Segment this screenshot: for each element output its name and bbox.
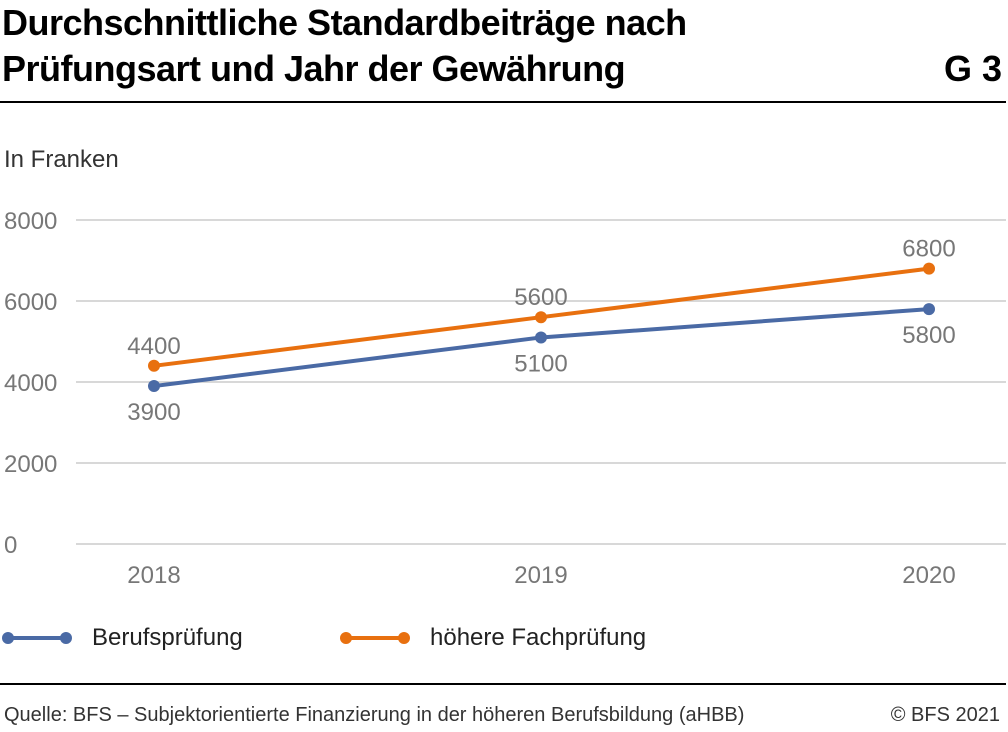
x-tick-label-2018: 2018	[127, 562, 180, 589]
series-1-point-2019	[535, 311, 547, 324]
series-0-data-label-2018: 3900	[127, 399, 180, 426]
grid-lines	[76, 219, 1006, 545]
y-axis-ticks: 0 2000 4000 6000 8000	[4, 208, 57, 559]
legend: Berufsprüfung höhere Fachprüfung	[0, 618, 1006, 658]
y-tick-label-0: 0	[4, 532, 17, 559]
footer: Quelle: BFS – Subjektorientierte Finanzi…	[4, 704, 1004, 727]
series-lines	[148, 262, 935, 393]
legend-item-berufspruefung: Berufsprüfung	[0, 618, 243, 658]
data-labels: 3900 5100 5800 4400 5600 6800	[127, 236, 955, 426]
copyright-note: © BFS 2021	[890, 704, 1000, 726]
y-tick-label-2000: 2000	[4, 451, 57, 478]
legend-label-hoehere-fachpruefung: höhere Fachprüfung	[430, 624, 647, 651]
x-tick-label-2019: 2019	[514, 562, 567, 589]
x-axis-ticks: 2018 2019 2020	[127, 562, 955, 589]
legend-swatch-hoehere-fachpruefung	[338, 618, 410, 658]
y-tick-label-6000: 6000	[4, 289, 57, 316]
source-note: Quelle: BFS – Subjektorientierte Finanzi…	[4, 704, 745, 726]
series-1-data-label-2018: 4400	[127, 333, 180, 360]
line-chart: 0 2000 4000 6000 8000 2018 2019 2020 3900 5100 5…	[4, 208, 1006, 589]
series-1-point-2018	[148, 359, 160, 372]
series-0-point-2018	[148, 380, 160, 393]
legend-label-berufspruefung: Berufsprüfung	[92, 624, 243, 651]
series-1-data-label-2020: 6800	[902, 236, 955, 263]
series-0-data-label-2020: 5800	[902, 322, 955, 349]
footer-divider	[0, 683, 1006, 685]
legend-swatch-berufspruefung	[0, 618, 72, 658]
y-tick-label-4000: 4000	[4, 370, 57, 397]
figure-id: G 3	[943, 48, 1002, 89]
x-tick-label-2020: 2020	[902, 562, 955, 589]
y-tick-label-8000: 8000	[4, 208, 57, 235]
chart-title-line-1: Durchschnittliche Standardbeiträge nach	[2, 2, 687, 43]
header-divider	[0, 101, 1006, 103]
series-0-data-label-2019: 5100	[514, 350, 567, 377]
chart-title: Durchschnittliche Standardbeiträge nach …	[2, 0, 902, 92]
chart-title-line-2: Prüfungsart und Jahr der Gewährung	[2, 48, 626, 89]
y-axis-unit-label: In Franken	[4, 146, 119, 173]
series-0-point-2019	[535, 331, 547, 344]
series-0-point-2020	[923, 303, 935, 316]
legend-item-hoehere-fachpruefung: höhere Fachprüfung	[338, 618, 646, 658]
series-1-point-2020	[923, 262, 935, 275]
series-1-data-label-2019: 5600	[514, 284, 567, 311]
